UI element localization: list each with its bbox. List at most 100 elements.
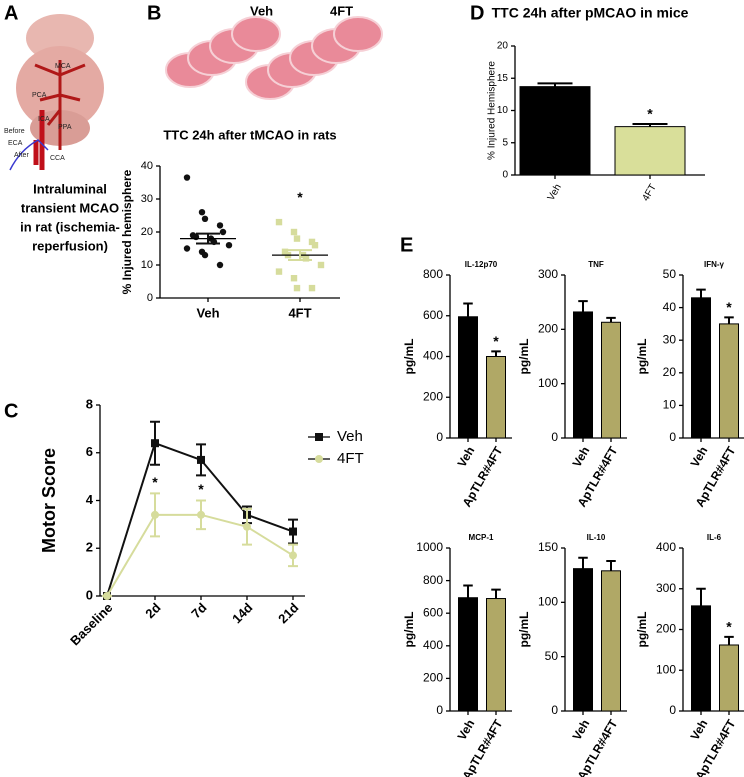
x-tick-label: 2d xyxy=(142,600,163,621)
data-point xyxy=(290,228,298,236)
data-point xyxy=(308,284,316,292)
y-axis-label: Motor Score xyxy=(39,448,59,553)
slice-label: 4FT xyxy=(330,3,353,18)
chart-title: IFN-γ xyxy=(704,260,725,269)
legend-marker xyxy=(315,455,323,463)
error-bar xyxy=(578,300,588,312)
y-axis-label: pg/mL xyxy=(635,339,649,375)
y-tick-label: 10 xyxy=(497,105,509,116)
data-point xyxy=(281,248,289,255)
bar xyxy=(691,297,711,439)
x-tick-label: Veh xyxy=(546,182,564,202)
data-point xyxy=(151,510,159,519)
y-tick-label: 50 xyxy=(663,267,677,281)
data-point xyxy=(216,261,224,269)
error-bar xyxy=(463,302,473,317)
y-tick-label: 400 xyxy=(656,540,676,554)
y-tick-label: 1000 xyxy=(416,540,443,554)
error-bar xyxy=(491,350,501,357)
data-point xyxy=(293,284,301,292)
legend-label: 4FT xyxy=(337,450,364,467)
error-bar xyxy=(696,288,706,298)
data-point xyxy=(311,242,319,249)
x-tick-label: Veh xyxy=(688,717,711,742)
significance: * xyxy=(726,299,732,315)
y-tick-label: 5 xyxy=(502,137,508,148)
x-tick-label: Veh xyxy=(455,444,478,469)
significance: * xyxy=(198,481,204,497)
significance: * xyxy=(493,333,499,349)
artery-label: Before xyxy=(4,128,25,135)
x-tick-label: 7d xyxy=(188,600,209,621)
y-tick-label: 10 xyxy=(141,259,153,271)
y-tick-label: 0 xyxy=(551,430,558,444)
bar xyxy=(719,644,739,712)
x-tick-label: Veh xyxy=(455,717,478,742)
y-tick-label: 0 xyxy=(86,587,93,602)
bar xyxy=(573,311,593,439)
y-tick-label: 300 xyxy=(538,267,558,281)
y-tick-label: 200 xyxy=(538,322,558,336)
legend-label: Veh xyxy=(337,428,363,445)
y-tick-label: 400 xyxy=(423,638,443,652)
y-tick-label: 100 xyxy=(538,376,558,390)
y-tick-label: 4 xyxy=(86,492,94,507)
chart-title: TNF xyxy=(588,260,604,269)
y-axis-label: pg/mL xyxy=(517,339,531,375)
caption-line: reperfusion) xyxy=(32,238,108,253)
error-bar xyxy=(288,249,312,262)
artery-label: After xyxy=(14,152,29,159)
y-tick-label: 40 xyxy=(141,160,153,172)
error-bar xyxy=(606,560,616,571)
panel-label: A xyxy=(4,2,18,24)
x-tick-label: 21d xyxy=(275,600,301,626)
data-point xyxy=(201,215,209,222)
y-tick-label: 200 xyxy=(423,389,443,403)
bar xyxy=(458,316,478,439)
bar xyxy=(614,126,686,176)
data-point xyxy=(103,592,111,600)
error-bar xyxy=(724,635,734,645)
chart-title: IL-6 xyxy=(707,533,722,542)
brain-illustration xyxy=(9,14,104,171)
data-point xyxy=(183,174,191,181)
y-tick-label: 100 xyxy=(656,662,676,676)
y-axis-label: pg/mL xyxy=(402,339,416,375)
y-tick-label: 0 xyxy=(436,430,443,444)
error-bar xyxy=(463,584,473,598)
significance: * xyxy=(726,619,732,635)
chart-title: TTC 24h after tMCAO in rats xyxy=(163,127,336,142)
legend-marker xyxy=(315,433,323,441)
y-tick-label: 30 xyxy=(663,332,677,346)
data-point xyxy=(308,238,316,246)
data-point xyxy=(219,228,227,236)
artery-label: ICA xyxy=(38,116,50,123)
slice-label: Veh xyxy=(250,3,273,18)
data-point xyxy=(293,235,301,242)
y-tick-label: 100 xyxy=(538,595,558,609)
data-point xyxy=(151,439,159,448)
y-tick-label: 0 xyxy=(436,703,443,717)
panel-label: D xyxy=(470,2,484,24)
data-point xyxy=(289,551,297,560)
artery-label: PPA xyxy=(58,124,72,131)
y-tick-label: 20 xyxy=(141,226,153,238)
chart-title: IL-10 xyxy=(587,533,606,542)
data-point xyxy=(201,251,209,259)
x-tick-label: Veh xyxy=(688,444,711,469)
bar xyxy=(486,356,506,439)
x-tick-label: Veh xyxy=(570,444,593,469)
y-tick-label: 20 xyxy=(497,41,509,52)
x-tick-label: Baseline xyxy=(67,600,115,648)
y-tick-label: 15 xyxy=(497,73,509,84)
error-bar xyxy=(537,82,573,87)
panel-label: B xyxy=(147,2,161,24)
y-tick-label: 10 xyxy=(663,398,677,412)
bar xyxy=(458,597,478,712)
artery-label: MCA xyxy=(55,63,71,70)
data-point xyxy=(216,222,224,229)
y-tick-label: 0 xyxy=(669,703,676,717)
error-bar xyxy=(724,316,734,324)
y-tick-label: 50 xyxy=(545,649,559,663)
